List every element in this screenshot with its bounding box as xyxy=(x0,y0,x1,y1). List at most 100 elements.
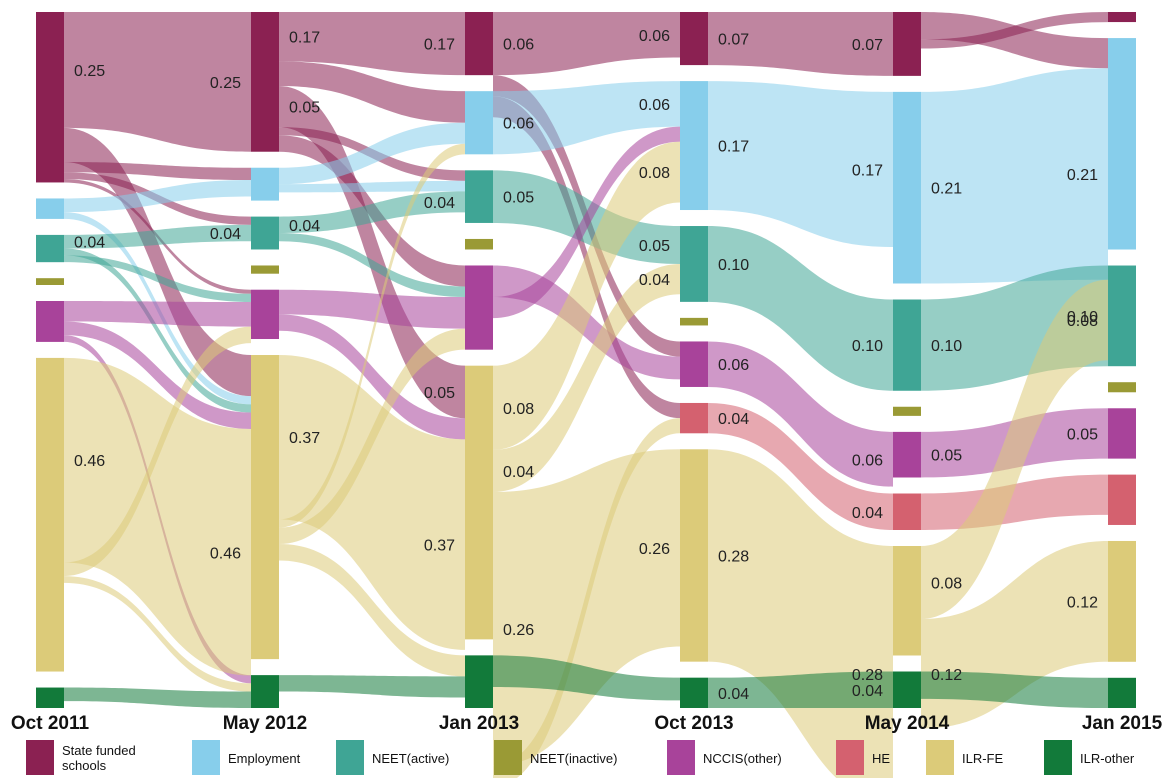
flow-label-end: 0.37 xyxy=(424,538,455,555)
flow-1-sfs-to-emp xyxy=(279,61,465,123)
flow-3-ilro-to-ilro xyxy=(708,671,893,708)
legend-swatch-he xyxy=(836,740,864,775)
flow-label-end: 0.25 xyxy=(210,75,241,92)
legend-label-emp: Employment xyxy=(228,751,301,766)
flow-label-end: 0.05 xyxy=(639,238,670,255)
node-5-ilro xyxy=(1108,677,1136,708)
node-0-ilro xyxy=(36,687,64,708)
node-3-ilro xyxy=(680,677,708,708)
legend-swatch-nccis xyxy=(667,740,695,775)
legend-swatch-neeti xyxy=(494,740,522,775)
node-5-neeta xyxy=(1108,265,1136,367)
flow-label-start: 0.04 xyxy=(718,686,749,703)
flow-label-end: 0.05 xyxy=(424,385,455,402)
stage-label: Jan 2015 xyxy=(1082,713,1163,734)
flow-1-nccis-to-ilrfe xyxy=(279,314,465,440)
flow-label-end: 0.05 xyxy=(1067,426,1098,443)
node-2-ilrfe xyxy=(465,365,493,640)
flow-0-ilrfe-to-nccis xyxy=(64,326,251,577)
flow-label-start: 0.10 xyxy=(931,338,962,355)
flow-1-neeta-to-nccis xyxy=(279,233,465,298)
stage-label: May 2014 xyxy=(865,713,950,734)
node-1-emp xyxy=(251,167,279,201)
node-1-neeti xyxy=(251,265,279,274)
flow-label-end: 0.21 xyxy=(1067,167,1098,184)
node-5-neeti xyxy=(1108,382,1136,393)
stage-labels-layer: Oct 2011 May 2012 Jan 2013 Oct 2013 May 2014… xyxy=(11,713,1163,734)
flow-label-start: 0.21 xyxy=(931,181,962,198)
flow-label-start: 0.04 xyxy=(289,218,320,235)
flow-label-start: 0.37 xyxy=(289,430,320,447)
flow-3-he-to-he xyxy=(708,402,893,530)
flow-label-end: 0.04 xyxy=(424,195,455,212)
flow-1-sfs-to-ilrfe xyxy=(279,85,465,419)
flow-label-start: 0.05 xyxy=(931,448,962,465)
flow-label-end: 0.17 xyxy=(424,37,455,54)
node-3-nccis xyxy=(680,341,708,387)
flow-1-ilrfe-to-ilro xyxy=(279,544,465,677)
flow-4-emp-to-emp xyxy=(921,68,1108,284)
flow-2-nccis-to-emp xyxy=(493,126,680,319)
flow-label-end: 0.08 xyxy=(639,165,670,182)
node-0-emp xyxy=(36,198,64,219)
node-5-he xyxy=(1108,474,1136,525)
value-labels-layer: 0.25 0.25 0.04 0.04 0.46 0.46 0.17 0.17 0.05 0.05… xyxy=(74,28,1098,703)
flow-label-start: 0.26 xyxy=(503,622,534,639)
legend-swatch-neeta xyxy=(336,740,364,775)
flow-0-sfs-to-emp xyxy=(64,162,251,181)
node-3-emp xyxy=(680,81,708,211)
legend-label-nccis: NCCIS(other) xyxy=(703,751,782,766)
node-3-ilrfe xyxy=(680,449,708,662)
flow-label-start: 0.28 xyxy=(718,548,749,565)
flow-2-ilro-to-ilro xyxy=(493,655,680,701)
flow-3-neeta-to-neeta xyxy=(708,226,893,391)
legend-swatch-ilrfe xyxy=(926,740,954,775)
flow-label-start: 0.04 xyxy=(503,464,534,481)
flow-label-start: 0.17 xyxy=(289,30,320,47)
node-0-neeti xyxy=(36,278,64,285)
flow-0-ilrfe-to-ilro xyxy=(64,576,251,692)
node-1-neeta xyxy=(251,216,279,250)
flow-label-start: 0.08 xyxy=(931,576,962,593)
flow-label-end: 0.04 xyxy=(852,505,883,522)
stage-label: Jan 2013 xyxy=(439,713,519,734)
legend-swatch-ilro xyxy=(1044,740,1072,775)
flow-label-end: 0.07 xyxy=(852,37,883,54)
node-3-neeta xyxy=(680,226,708,302)
legend-label-ilrfe: ILR-FE xyxy=(962,751,1004,766)
legend-label-neeta: NEET(active) xyxy=(372,751,449,766)
node-1-sfs xyxy=(251,12,279,152)
flow-label-start: 0.07 xyxy=(718,32,749,49)
node-2-neeti xyxy=(465,238,493,250)
flow-label-start: 0.05 xyxy=(503,190,534,207)
nodes-layer xyxy=(36,12,1136,708)
flow-3-nccis-to-nccis xyxy=(708,341,893,487)
node-5-nccis xyxy=(1108,408,1136,459)
stage-label: Oct 2011 xyxy=(11,713,90,734)
node-4-ilro xyxy=(893,671,921,708)
node-2-sfs xyxy=(465,12,493,76)
flow-label-end: 0.06 xyxy=(639,28,670,45)
flow-label-end: 0.12 xyxy=(1067,594,1098,611)
node-4-nccis xyxy=(893,431,921,478)
flow-2-emp-to-emp xyxy=(493,81,680,155)
flow-label-start: 0.04 xyxy=(718,411,749,428)
stage-label: May 2012 xyxy=(223,713,308,734)
flow-4-sfs-to-sfs xyxy=(921,12,1108,49)
flow-3-emp-to-emp xyxy=(708,81,893,247)
flow-0-neeta-to-ilrfe xyxy=(64,248,251,413)
node-2-ilro xyxy=(465,655,493,708)
flow-label-start: 0.25 xyxy=(74,63,105,80)
flow-1-ilro-to-ilro xyxy=(279,675,465,698)
flow-0-sfs-to-ilrfe xyxy=(64,127,251,397)
flow-0-emp-to-emp xyxy=(64,180,251,213)
flow-0-nccis-to-nccis xyxy=(64,301,251,327)
flow-label-start: 0.10 xyxy=(718,257,749,274)
node-4-he xyxy=(893,493,921,530)
flow-2-ilrfe-to-neeta xyxy=(493,263,680,492)
flow-1-ilrfe-to-ilrfe xyxy=(279,355,465,650)
flow-2-ilrfe-to-emp xyxy=(493,141,680,450)
node-0-ilrfe xyxy=(36,357,64,672)
flow-label-end: 0.10 xyxy=(1067,309,1098,326)
